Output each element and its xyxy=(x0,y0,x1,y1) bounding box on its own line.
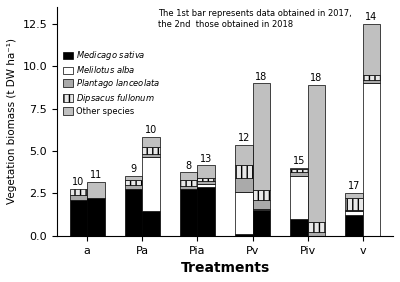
Bar xyxy=(363,75,380,80)
Bar xyxy=(252,209,270,210)
Text: 14: 14 xyxy=(366,12,378,22)
Bar xyxy=(345,210,363,211)
Bar xyxy=(125,176,142,180)
Bar xyxy=(198,181,215,184)
Bar xyxy=(198,178,215,181)
Text: 10: 10 xyxy=(72,177,84,188)
Text: 8: 8 xyxy=(186,160,192,171)
Bar xyxy=(363,80,380,83)
Bar xyxy=(70,189,87,195)
Bar xyxy=(308,222,325,232)
X-axis label: Treatments: Treatments xyxy=(180,261,270,275)
Bar xyxy=(142,147,160,154)
Bar xyxy=(308,232,325,236)
Bar xyxy=(87,198,105,236)
Bar xyxy=(235,166,252,178)
Text: 10: 10 xyxy=(145,125,157,135)
Text: 18: 18 xyxy=(310,73,322,83)
Bar xyxy=(125,180,142,185)
Bar xyxy=(363,83,380,236)
Text: The 1st bar represents data obtained in 2017,
the 2nd  those obtained in 2018: The 1st bar represents data obtained in … xyxy=(158,9,352,29)
Bar xyxy=(142,136,160,147)
Bar xyxy=(198,166,215,178)
Text: 18: 18 xyxy=(255,72,268,81)
Bar xyxy=(180,180,198,186)
Bar xyxy=(180,186,198,189)
Bar xyxy=(198,184,215,187)
Bar xyxy=(198,187,215,236)
Text: 12: 12 xyxy=(238,133,250,143)
Text: 13: 13 xyxy=(200,154,212,164)
Bar xyxy=(87,182,105,198)
Bar xyxy=(290,172,308,176)
Bar xyxy=(345,211,363,215)
Bar xyxy=(142,157,160,211)
Bar xyxy=(363,24,380,75)
Bar xyxy=(308,85,325,222)
Bar xyxy=(180,189,198,236)
Bar xyxy=(70,200,87,236)
Bar xyxy=(252,210,270,236)
Legend: $\it{Medicago\ sativa}$, $\it{Melilotus\ alba}$, $\it{Plantago\ lanceolata}$, $\: $\it{Medicago\ sativa}$, $\it{Melilotus\… xyxy=(61,48,162,117)
Bar xyxy=(235,178,252,192)
Bar xyxy=(252,190,270,200)
Bar xyxy=(235,145,252,166)
Text: 9: 9 xyxy=(130,164,137,174)
Text: 15: 15 xyxy=(293,156,305,166)
Bar xyxy=(345,215,363,236)
Text: 17: 17 xyxy=(348,181,360,191)
Bar xyxy=(345,199,363,210)
Text: 11: 11 xyxy=(90,170,102,180)
Bar xyxy=(180,172,198,180)
Bar xyxy=(290,168,308,169)
Bar xyxy=(345,193,363,199)
Bar xyxy=(290,169,308,172)
Bar xyxy=(125,185,142,189)
Bar xyxy=(252,83,270,190)
Bar xyxy=(125,189,142,236)
Bar xyxy=(235,234,252,236)
Bar xyxy=(142,211,160,236)
Bar xyxy=(290,176,308,219)
Bar xyxy=(142,154,160,157)
Bar xyxy=(252,200,270,209)
Bar xyxy=(290,219,308,236)
Y-axis label: Vegetation biomass (t DW ha⁻¹): Vegetation biomass (t DW ha⁻¹) xyxy=(7,38,17,204)
Bar xyxy=(235,192,252,234)
Bar xyxy=(70,195,87,200)
